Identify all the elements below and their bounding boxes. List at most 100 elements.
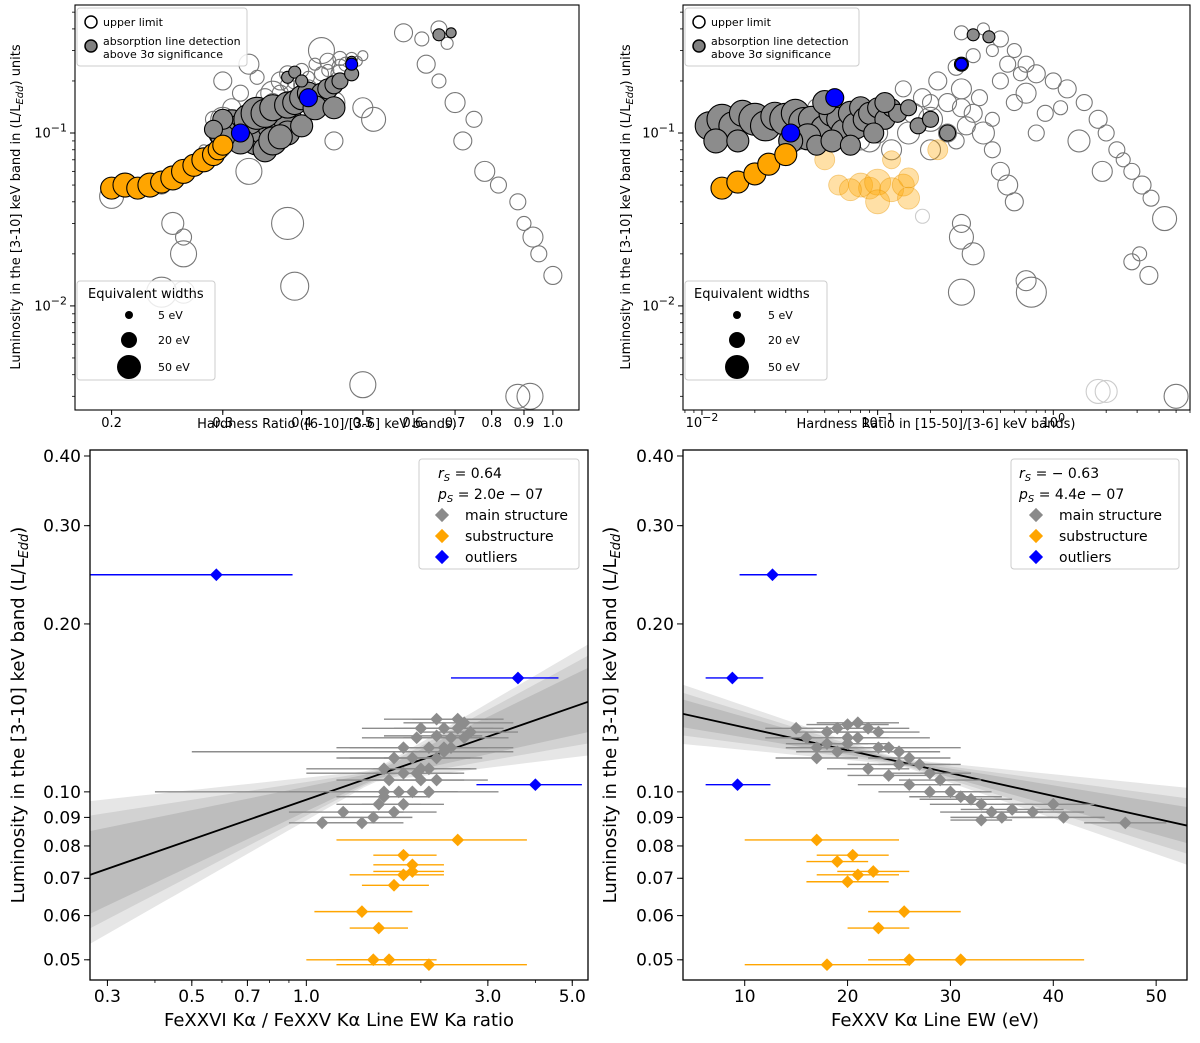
- tr-plot-marks: [694, 22, 1189, 409]
- tl-point-upper-limits: [453, 131, 473, 151]
- br-point-main-structure: [995, 811, 1009, 824]
- tl-point-main-structure: [295, 74, 309, 88]
- tr-point-upper-limits: [1123, 253, 1141, 271]
- tr-point-upper-limits: [912, 88, 933, 108]
- bl-stat-ps: pS = 2.0e − 07: [437, 487, 543, 505]
- tr-point-upper-limits: [894, 80, 912, 98]
- br-point-substructure: [830, 855, 844, 868]
- tl-point-upper-limits: [543, 265, 563, 286]
- br-point-substructure: [851, 868, 865, 882]
- br-point-substructure: [897, 905, 911, 918]
- tr-point-upper-limits: [1015, 270, 1037, 292]
- tl-ytick-label: 10−1: [34, 122, 67, 142]
- tl-ew-legend: Equivalent widths 5 eV 20 eV 50 eV: [76, 280, 216, 381]
- tr-ew-20-marker: [729, 332, 745, 348]
- bl-x-axis-label: FeXXVI Kα / FeXXV Kα Line EW Ka ratio: [164, 1010, 514, 1031]
- tl-point-upper-limits: [509, 193, 527, 211]
- bl-legend-orange-marker: [434, 528, 450, 544]
- tr-point-upper-limits: [970, 89, 989, 107]
- tr-xtick-label: 10−2: [686, 411, 719, 431]
- tr-point-upper-limits: [999, 55, 1017, 73]
- tr-point-faded-substructure: [865, 189, 891, 215]
- tr-point-upper-limits: [1015, 276, 1047, 308]
- tr-point-upper-limits: [1067, 129, 1091, 153]
- br-ytick-label: 0.30: [636, 517, 674, 537]
- tr-point-main-structure: [839, 134, 861, 156]
- tr-point-faded-substructure: [839, 178, 862, 202]
- tr-point-upper-limits: [1139, 265, 1159, 286]
- bl-xtick-label: 5.0: [559, 987, 586, 1007]
- tr-legend-gray-marker: [692, 39, 706, 53]
- tl-point-upper-limits: [431, 73, 447, 89]
- tl-point-upper-limits: [324, 131, 344, 151]
- bl-point-outliers: [529, 778, 542, 792]
- bl-ytick-label: 0.10: [43, 783, 81, 803]
- tr-ew-20-label: 20 eV: [768, 334, 800, 347]
- br-ytick-label: 0.08: [636, 837, 674, 857]
- bl-legend-blue-marker: [434, 549, 450, 565]
- bl-point-outliers: [209, 568, 223, 582]
- tr-point-outliers: [825, 88, 845, 108]
- tr-point-faded-substructure: [848, 172, 874, 198]
- tr-point-faded-substructure: [828, 174, 850, 196]
- panel-top-left: 0.2 0.3 0.4 0.5 0.6 0.7 0.8 0.9 1.0 10−2 10−1 Hard…: [9, 4, 580, 432]
- tl-ew-20-label: 20 eV: [158, 334, 190, 347]
- br-ytick-label: 0.05: [636, 951, 674, 971]
- br-y-axis-label: Luminosity in the [3-10] keV band (L/LEd…: [600, 527, 624, 904]
- bl-point-main-structure: [397, 797, 410, 811]
- tl-point-outliers: [345, 57, 359, 71]
- tr-point-upper-limits: [951, 98, 971, 118]
- tr-point-upper-limits: [1091, 160, 1113, 182]
- br-stat-rs: rS = − 0.63: [1019, 466, 1099, 484]
- tl-point-main-structure: [288, 65, 302, 79]
- tl-point-upper-limits: [416, 54, 436, 74]
- br-stat-ps: pS = 4.4e − 07: [1018, 487, 1124, 505]
- tr-point-upper-limits: [965, 48, 981, 64]
- br-legend-gray-marker: [1028, 507, 1044, 523]
- tr-point-upper-limits: [1163, 383, 1189, 409]
- tl-ew-5-marker: [125, 311, 133, 319]
- br-point-main-structure: [851, 731, 865, 745]
- tl-clipped: [99, 20, 563, 410]
- tr-ew-legend: Equivalent widths 5 eV 20 eV 50 eV: [684, 280, 828, 381]
- tr-point-upper-limits: [1004, 192, 1024, 212]
- tr-point-upper-limits: [1142, 189, 1160, 207]
- tr-ew-5-label: 5 eV: [768, 309, 793, 322]
- tl-x-axis-label: Hardness Ratio ([6-10]/[3-6] keV bands): [197, 417, 457, 432]
- tl-point-main-structure: [290, 114, 314, 138]
- tr-point-upper-limits: [1075, 94, 1093, 112]
- bl-xtick-label: 0.3: [94, 987, 121, 1007]
- tr-point-upper-limits: [1012, 66, 1028, 82]
- br-point-substructure: [954, 953, 968, 967]
- tl-point-upper-limits: [349, 371, 377, 399]
- bl-xtick-label: 3.0: [474, 987, 501, 1007]
- br-point-outliers: [766, 568, 779, 582]
- tr-axes-frame: [682, 4, 1191, 411]
- tl-point-main-structure: [267, 124, 293, 150]
- tr-point-upper-limits: [1015, 82, 1037, 104]
- tr-point-upper-limits: [1006, 42, 1022, 59]
- tr-ew-50-label: 50 eV: [768, 361, 800, 374]
- tl-point-upper-limits: [505, 383, 531, 409]
- tr-point-upper-limits: [919, 139, 942, 161]
- tr-ew-50-marker: [725, 355, 749, 379]
- bl-point-substructure: [387, 878, 401, 892]
- tl-xtick-label: 0.4: [291, 416, 312, 431]
- tr-legend: upper limit absorption line detection abo…: [684, 7, 860, 67]
- tr-point-upper-limits: [956, 116, 976, 136]
- tl-ticks: 0.2 0.3 0.4 0.5 0.6 0.7 0.8 0.9 1.0 10−2 10−1: [34, 11, 564, 431]
- bl-ytick-label: 0.08: [43, 837, 81, 857]
- br-point-main-structure: [841, 718, 854, 731]
- tl-point-upper-limits: [414, 31, 430, 47]
- tl-xtick-label: 1.0: [543, 416, 564, 431]
- tr-point-upper-limits: [1132, 175, 1152, 195]
- tr-ytick-label: 10−1: [642, 122, 675, 142]
- br-ytick-label: 0.40: [636, 447, 674, 467]
- br-plot-marks: [683, 568, 1187, 972]
- bl-point-substructure: [397, 848, 410, 862]
- tl-point-upper-limits: [308, 57, 322, 71]
- tl-legend-label-detection: absorption line detection above 3σ signif…: [103, 35, 241, 61]
- tr-point-upper-limits: [1053, 100, 1069, 116]
- tr-point-outliers: [954, 57, 968, 71]
